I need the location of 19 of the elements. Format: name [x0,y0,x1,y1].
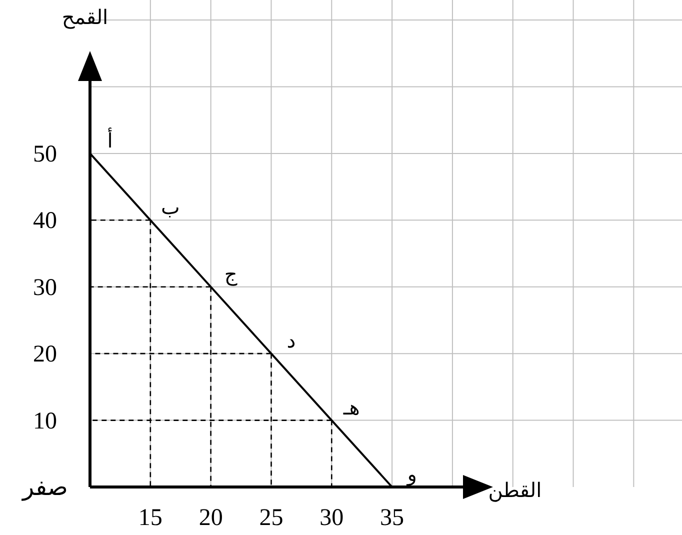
x-tick-label: 20 [198,505,223,531]
x-tick-label: 35 [380,505,404,531]
annotation: أ [107,127,113,152]
y-tick-label: 50 [33,141,57,168]
y-tick-label: 40 [33,208,57,234]
y-tick-label: 30 [33,274,57,301]
annotation: د [286,328,296,353]
x-tick-label: 15 [138,505,162,531]
annotation: ب [160,195,180,220]
y-tick-label: 10 [33,408,57,434]
y-tick-label: صفر [22,475,68,501]
x-axis-title: القطن [488,478,542,502]
y-axis-title: القمح [62,5,108,29]
annotation: و [406,462,417,486]
x-tick-label: 25 [259,505,284,531]
annotation: ج [224,262,238,286]
annotation: هـ [342,395,360,420]
x-tick-label: 30 [320,505,344,531]
y-tick-label: 20 [33,342,57,368]
